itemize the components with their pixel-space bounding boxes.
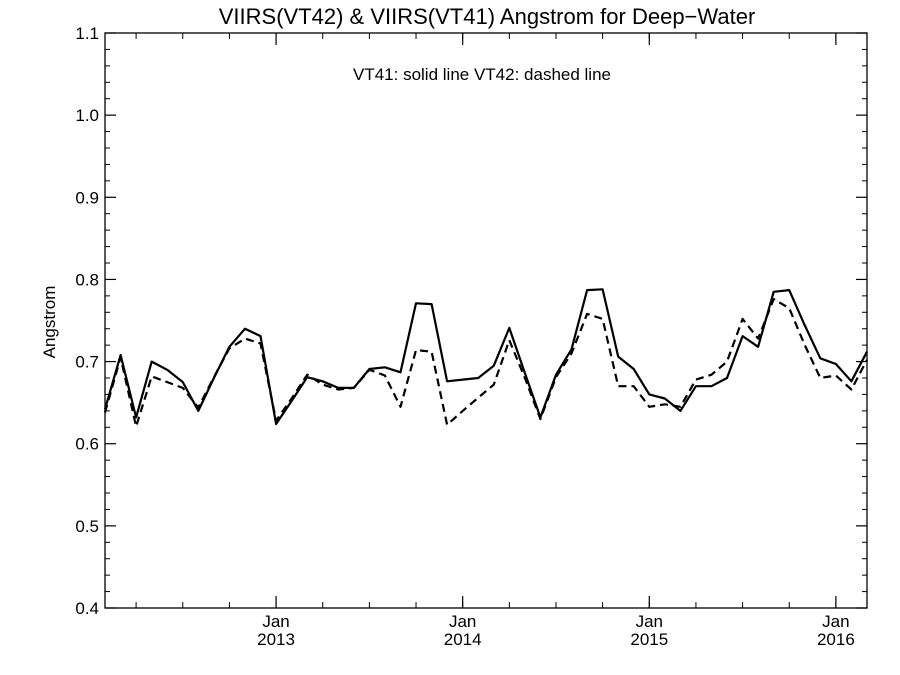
x-tick-label-year: 2015 xyxy=(630,630,668,649)
y-tick-label: 0.9 xyxy=(75,188,99,207)
series-lines xyxy=(103,288,868,428)
y-tick-label: 1.1 xyxy=(75,24,99,43)
y-tick-label: 0.8 xyxy=(75,270,99,289)
axis-ticks xyxy=(105,32,867,609)
series-line-vt41 xyxy=(103,288,868,426)
x-tick-label-month: Jan xyxy=(636,612,663,631)
x-tick-label-year: 2016 xyxy=(817,630,855,649)
y-tick-label: 0.4 xyxy=(75,599,99,618)
y-tick-label: 0.6 xyxy=(75,435,99,454)
x-tick-label-year: 2013 xyxy=(257,630,295,649)
x-tick-label-year: 2014 xyxy=(444,630,482,649)
x-tick-label-month: Jan xyxy=(449,612,476,631)
x-tick-label-month: Jan xyxy=(262,612,289,631)
y-tick-labels: 0.4 0.5 0.6 0.7 0.8 0.9 1.0 1.1 xyxy=(75,24,99,618)
y-tick-label: 1.0 xyxy=(75,106,99,125)
y-axis-label: Angstrom xyxy=(40,286,59,359)
plot-frame xyxy=(104,32,868,609)
series-legend-annotation: VT41: solid line VT42: dashed line xyxy=(353,65,611,84)
x-tick-label-month: Jan xyxy=(822,612,849,631)
series-line-vt42 xyxy=(103,298,868,428)
y-tick-label: 0.5 xyxy=(75,517,99,536)
y-tick-label: 0.7 xyxy=(75,353,99,372)
chart-title: VIIRS(VT42) & VIIRS(VT41) Angstrom for D… xyxy=(219,4,756,29)
